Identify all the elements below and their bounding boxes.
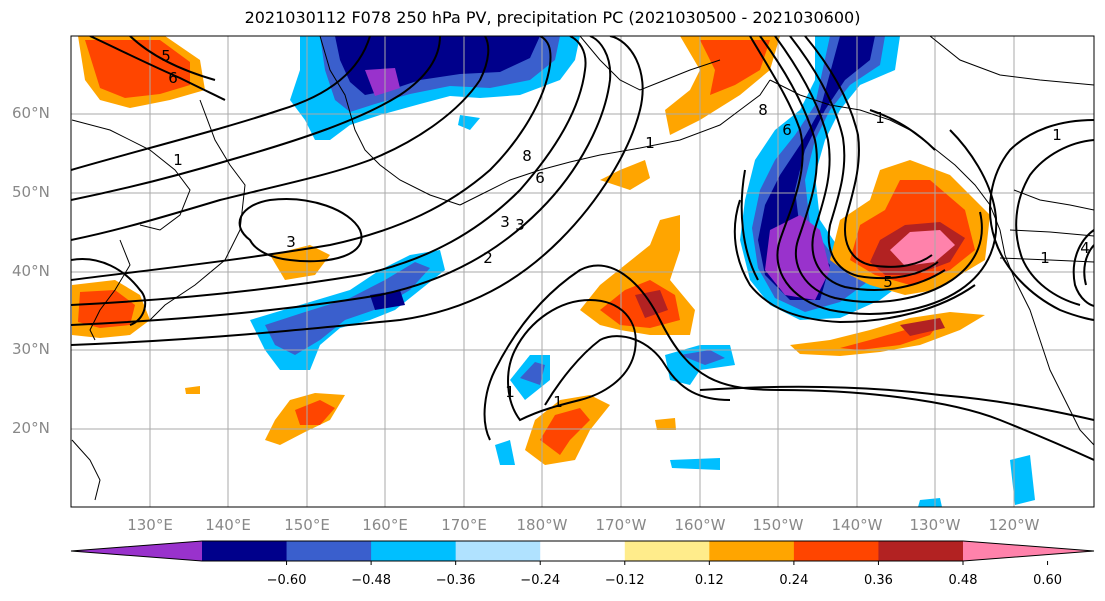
colorbar-segment	[878, 541, 964, 561]
contour-label: 8	[758, 101, 768, 119]
contour-label: 5	[883, 273, 893, 291]
map-border	[70, 35, 1095, 508]
colorbar-segment	[202, 541, 288, 561]
contour-label: 1	[1040, 249, 1050, 267]
colorbar-tick-label: −0.36	[435, 573, 476, 588]
colorbar-tick-label: 0.12	[694, 573, 724, 588]
lon-label-150e: 150°E	[284, 516, 330, 534]
contour-label: 1	[645, 134, 655, 152]
lon-label-140e: 140°E	[205, 516, 251, 534]
graticule	[71, 36, 1094, 507]
lon-label-160e: 160°E	[362, 516, 408, 534]
colorbar-extend-high	[963, 541, 1094, 561]
colorbar-segment	[286, 541, 372, 561]
colorbar-tick-label: 0.36	[863, 573, 893, 588]
colorbar-segment	[540, 541, 626, 561]
contour-label: 1	[1052, 126, 1062, 144]
lon-label-170e: 170°E	[441, 516, 487, 534]
colorbar-segment	[793, 541, 879, 561]
contour-label: 6	[168, 69, 178, 87]
lat-label-50n: 50°N	[12, 183, 50, 201]
lon-label-130w: 130°W	[909, 516, 961, 534]
contour-label: 5	[161, 47, 171, 65]
contour-label: 8	[522, 147, 532, 165]
contour-label: 1	[875, 109, 885, 127]
lon-label-140w: 140°W	[831, 516, 883, 534]
colorbar-tick-label: −0.12	[604, 573, 645, 588]
lon-label-120w: 120°W	[988, 516, 1040, 534]
colorbar-extend-low	[71, 541, 202, 561]
lon-label-130e: 130°E	[127, 516, 173, 534]
lat-label-40n: 40°N	[12, 262, 50, 280]
lat-label-30n: 30°N	[12, 340, 50, 358]
lon-label-170w: 170°W	[595, 516, 647, 534]
colorbar	[70, 540, 1095, 565]
map-title: 2021030112 F078 250 hPa PV, precipitatio…	[244, 8, 861, 27]
colorbar-segment	[455, 541, 541, 561]
lon-label-150w: 150°W	[752, 516, 804, 534]
pv-contours	[71, 36, 1094, 461]
lat-label-60n: 60°N	[12, 104, 50, 122]
colorbar-outline	[70, 540, 1095, 562]
colorbar-tick-label: −0.60	[266, 573, 307, 588]
lat-label-20n: 20°N	[12, 419, 50, 437]
contour-label: 3	[515, 216, 525, 234]
colorbar-tick-label: −0.24	[520, 573, 561, 588]
contour-label: 2	[483, 249, 493, 267]
contour-label: 6	[535, 169, 545, 187]
colorbar-tick-label: 0.60	[1033, 573, 1063, 588]
colorbar-segment	[371, 541, 457, 561]
lon-label-180w: 180°W	[516, 516, 568, 534]
contour-label: 1	[173, 151, 183, 169]
contour-label: 3	[286, 233, 296, 251]
colorbar-segment	[624, 541, 710, 561]
contour-label: 3	[500, 213, 510, 231]
contour-label: 1	[553, 393, 563, 411]
colorbar-tick-label: 0.48	[948, 573, 978, 588]
contour-label: 4	[1080, 239, 1090, 257]
lon-label-160w: 160°W	[674, 516, 726, 534]
colorbar-tick-label: −0.48	[351, 573, 392, 588]
colorbar-segment	[709, 541, 795, 561]
shaded-fields	[72, 36, 1035, 507]
colorbar-tick-label: 0.24	[779, 573, 809, 588]
contour-label: 1	[505, 383, 515, 401]
contour-label: 6	[782, 121, 792, 139]
coastlines	[71, 36, 1094, 501]
